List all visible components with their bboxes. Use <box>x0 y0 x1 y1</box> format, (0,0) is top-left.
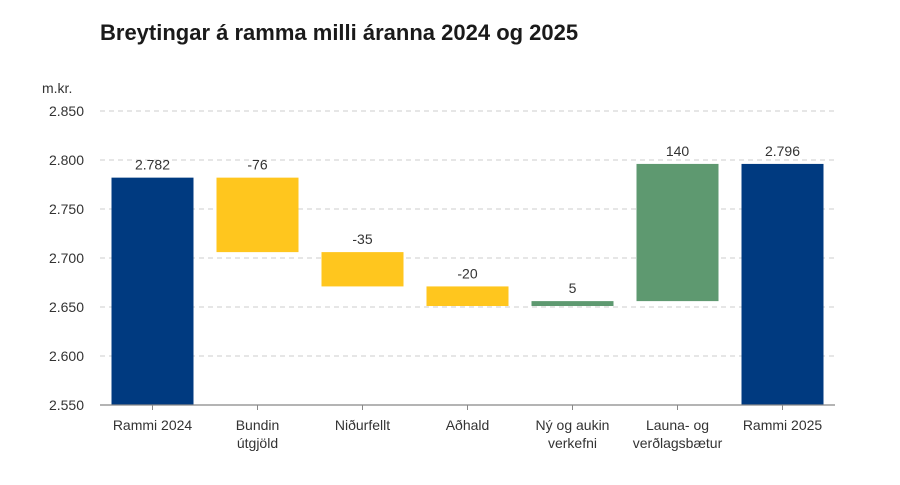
bar-increase <box>531 301 614 307</box>
x-tick-label: Launa- og verðlagsbætur <box>633 417 723 451</box>
x-tick-label: Ný og aukin verkefni <box>536 417 610 451</box>
bar-decrease <box>216 177 299 253</box>
bar-layer <box>111 163 824 405</box>
bar-increase <box>636 163 719 302</box>
x-tick-label: Rammi 2024 <box>113 417 193 433</box>
x-tick-label: Aðhald <box>446 417 490 433</box>
y-tick-label: 2.850 <box>49 103 84 119</box>
data-label: 140 <box>666 143 690 159</box>
y-axis-unit-label: m.kr. <box>42 80 73 96</box>
y-tick-label: 2.800 <box>49 152 84 168</box>
x-tick-label: Niðurfellt <box>335 417 390 433</box>
data-label: -76 <box>247 157 267 173</box>
chart-title: Breytingar á ramma milli áranna 2024 og … <box>100 20 579 45</box>
y-tick-label: 2.650 <box>49 299 84 315</box>
data-label: 2.796 <box>765 143 800 159</box>
bar-total <box>111 177 194 405</box>
axis-layer: 2.550 2.600 2.650 2.700 2.750 2.800 2.850 Rammi… <box>49 103 835 451</box>
data-label: 5 <box>569 280 577 296</box>
bar-decrease <box>426 286 509 307</box>
y-tick-label: 2.750 <box>49 201 84 217</box>
data-label: 2.782 <box>135 157 170 173</box>
data-label: -35 <box>352 231 372 247</box>
bar-decrease <box>321 252 404 287</box>
x-tick-label: Bundin útgjöld <box>236 417 280 451</box>
y-tick-label: 2.550 <box>49 397 84 413</box>
x-tick-label: Rammi 2025 <box>743 417 823 433</box>
grid-layer <box>100 110 835 357</box>
bar-total <box>741 163 824 405</box>
data-label: -20 <box>457 265 477 281</box>
y-tick-label: 2.700 <box>49 250 84 266</box>
label-layer: 2.782 -76 -35 -20 5 140 2.796 <box>135 143 800 296</box>
y-tick-label: 2.600 <box>49 348 84 364</box>
